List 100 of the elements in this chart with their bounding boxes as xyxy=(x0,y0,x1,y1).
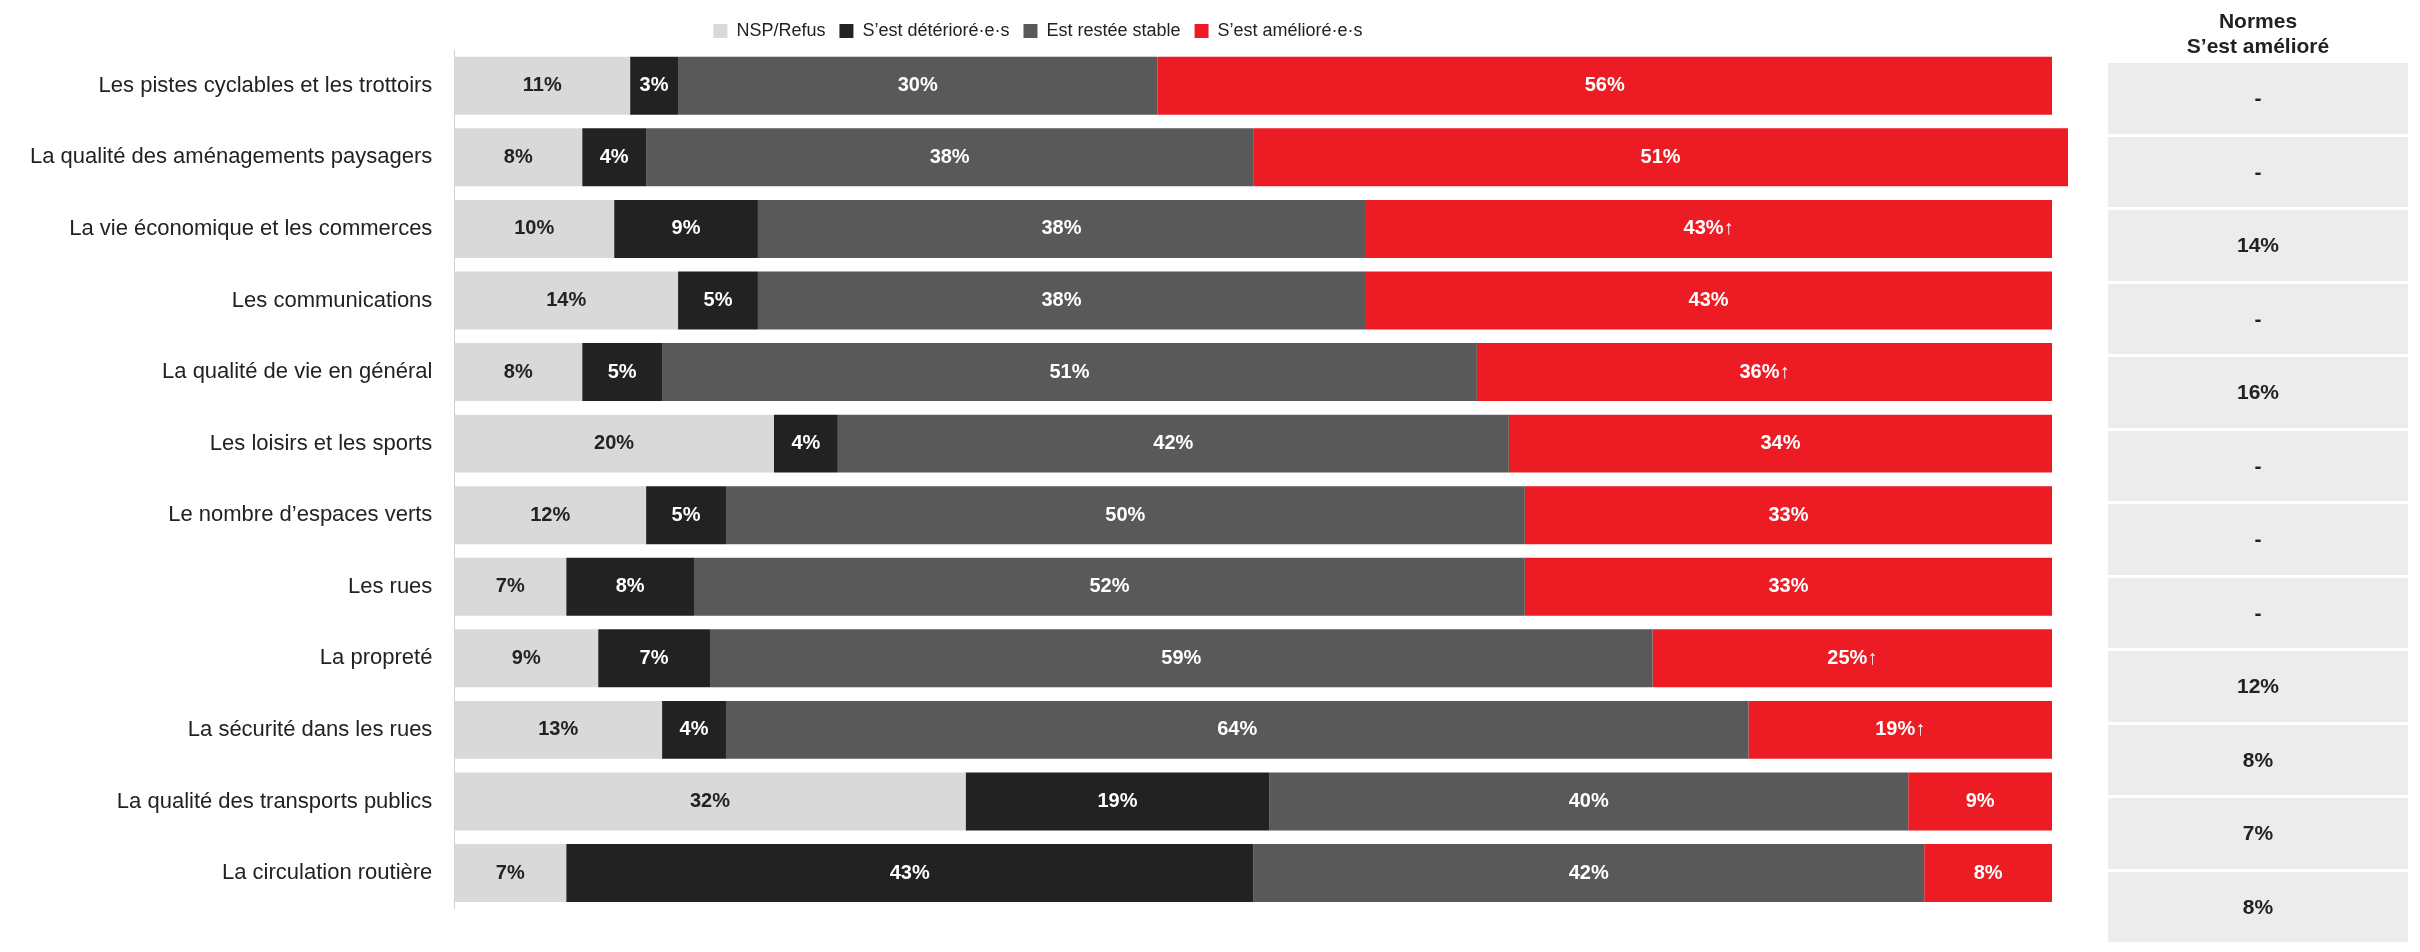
text: Normes S’est amélioré xyxy=(2185,8,2331,58)
bar xyxy=(773,414,838,473)
bar xyxy=(614,199,758,258)
text: 8% xyxy=(2108,871,2408,942)
bar xyxy=(454,343,583,402)
bar xyxy=(694,557,1525,616)
bar xyxy=(454,199,615,258)
bar xyxy=(1524,486,2053,545)
y-tick-label: Les communications xyxy=(231,286,433,312)
data-label: 7% xyxy=(495,860,525,883)
bar xyxy=(582,343,663,402)
bar xyxy=(837,414,1509,473)
data-label: 34% xyxy=(1760,431,1801,454)
bar xyxy=(1508,414,2053,473)
bar xyxy=(454,414,774,473)
data-label: 43% xyxy=(889,860,930,883)
bar xyxy=(454,271,679,330)
data-label: 38% xyxy=(1041,288,1082,310)
bar xyxy=(1253,128,2068,187)
data-label: 33% xyxy=(1768,574,1809,597)
data-label: 5% xyxy=(607,359,637,382)
data-label: 51% xyxy=(1640,144,1681,167)
bar xyxy=(1924,844,2053,902)
bar xyxy=(454,700,663,759)
data-label: 43%↑ xyxy=(1683,216,1734,239)
data-label: 51% xyxy=(1049,359,1090,382)
bar xyxy=(454,557,567,616)
data-label: 64% xyxy=(1217,717,1258,740)
data-label: 8% xyxy=(503,359,533,382)
text: - xyxy=(2108,504,2408,575)
data-label: 42% xyxy=(1568,860,1609,883)
bar xyxy=(454,56,631,115)
data-label: 4% xyxy=(599,144,629,167)
data-label: 43% xyxy=(1688,288,1729,310)
text: 7% xyxy=(2108,798,2408,869)
y-tick-label: La qualité de vie en général xyxy=(162,358,433,384)
data-label: 8% xyxy=(503,144,533,167)
bar xyxy=(725,700,1749,759)
data-label: 59% xyxy=(1161,645,1202,668)
text: 8% xyxy=(2108,724,2408,795)
legend-label: S’est amélioré·e·s xyxy=(1217,19,1363,40)
bar xyxy=(646,128,1254,187)
data-label: 19% xyxy=(1097,788,1138,811)
data-label: 8% xyxy=(1973,860,2003,883)
data-label: 52% xyxy=(1089,574,1130,597)
data-label: 30% xyxy=(897,73,938,96)
text: 14% xyxy=(2108,210,2408,281)
data-label: 9% xyxy=(671,216,701,239)
bar xyxy=(1748,700,2053,759)
bar xyxy=(1524,557,2053,616)
bar xyxy=(678,56,1158,115)
text: - xyxy=(2108,136,2408,207)
legend-label: S’est détérioré·e·s xyxy=(862,19,1010,40)
data-label: 3% xyxy=(639,73,669,96)
data-label: 38% xyxy=(929,144,970,167)
y-tick-label: La qualité des aménagements paysagers xyxy=(30,143,433,169)
bar xyxy=(454,844,567,902)
bar xyxy=(1652,629,2053,688)
bar xyxy=(1253,844,1925,902)
bar xyxy=(566,844,1254,902)
data-label: 25%↑ xyxy=(1827,645,1878,668)
y-tick-label: La qualité des transports publics xyxy=(116,787,433,813)
bar xyxy=(757,271,1366,330)
data-label: 9% xyxy=(511,645,541,668)
data-label: 19%↑ xyxy=(1875,717,1926,740)
bar xyxy=(662,343,1477,402)
data-label: 13% xyxy=(538,717,579,740)
data-label: 9% xyxy=(1965,788,1995,811)
data-label: 14% xyxy=(546,288,587,310)
bar xyxy=(965,772,1270,831)
bar xyxy=(710,629,1653,688)
bar xyxy=(1157,56,2053,115)
bar xyxy=(1365,271,2053,330)
bar xyxy=(1269,772,1909,831)
data-label: 8% xyxy=(615,574,645,597)
legend-label: NSP/Refus xyxy=(736,19,826,40)
y-tick-label: La vie économique et les commerces xyxy=(69,214,433,240)
y-tick-label: La propreté xyxy=(319,644,433,670)
legend-label: Est restée stable xyxy=(1046,19,1181,40)
data-label: 7% xyxy=(639,645,669,668)
bar xyxy=(662,700,726,759)
data-label: 5% xyxy=(703,288,733,310)
data-label: 20% xyxy=(594,431,635,454)
y-tick-label: La circulation routière xyxy=(222,859,433,885)
data-label: 33% xyxy=(1768,502,1809,525)
data-label: 5% xyxy=(671,502,701,525)
data-label: 42% xyxy=(1153,431,1194,454)
y-tick-label: Le nombre d’espaces verts xyxy=(168,501,433,527)
data-label: 50% xyxy=(1105,502,1146,525)
data-label: 36%↑ xyxy=(1739,359,1790,382)
data-label: 12% xyxy=(530,502,571,525)
text: - xyxy=(2108,430,2408,501)
bar xyxy=(1908,772,2053,831)
bar xyxy=(566,557,695,616)
y-tick-label: Les pistes cyclables et les trottoirs xyxy=(98,71,433,97)
bar xyxy=(757,199,1366,258)
data-label: 10% xyxy=(514,216,555,239)
bar xyxy=(1365,199,2053,258)
bar xyxy=(678,271,758,330)
data-label: 56% xyxy=(1584,73,1625,96)
